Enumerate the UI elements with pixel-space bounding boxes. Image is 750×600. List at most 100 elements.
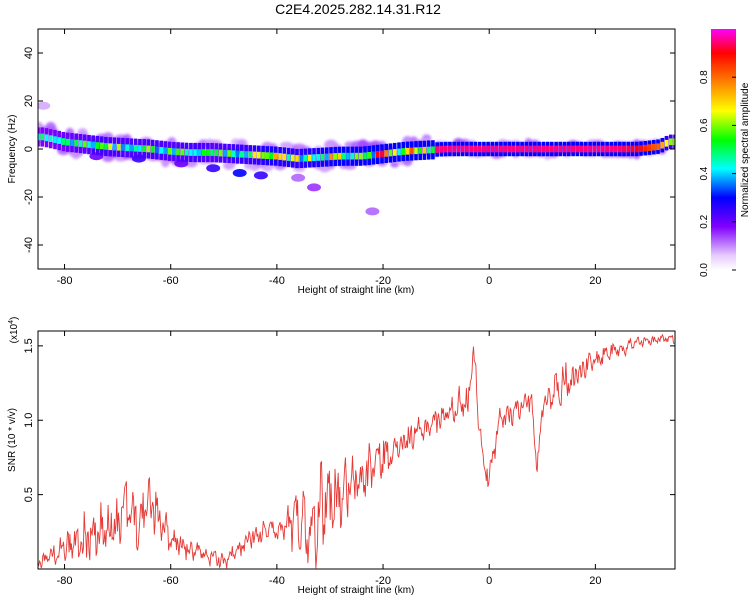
ridge-core <box>550 145 554 153</box>
ridge-core <box>367 152 371 159</box>
secondary-blob <box>307 183 321 192</box>
spectrogram-axes: -80 -60 -40 -20 0 20 -40 -20 0 20 40 <box>23 29 675 287</box>
ridge-core <box>639 145 643 152</box>
ridge-core <box>571 145 575 153</box>
ridge-core <box>541 145 546 153</box>
y-multiplier-label: (x104) <box>8 317 20 344</box>
colorbar: 0.0 0.2 0.4 0.6 0.8 Normalized spectral ampl… <box>699 29 750 277</box>
ridge-core <box>274 152 278 160</box>
ridge-core <box>197 149 202 156</box>
ridge-core <box>388 149 393 157</box>
ridge-core <box>448 145 452 153</box>
ridge-core <box>227 150 231 157</box>
ridge-core <box>490 145 495 153</box>
ridge-core <box>99 142 104 150</box>
ridge-core <box>503 145 507 153</box>
ridge-core <box>312 154 316 161</box>
ridge-core <box>673 138 675 146</box>
ridge-core <box>74 139 78 147</box>
ridge-core <box>596 145 601 153</box>
ridge-core <box>142 145 146 152</box>
ridge-core <box>278 153 282 160</box>
ridge-core <box>189 149 193 156</box>
ridge-core <box>146 145 151 153</box>
ridge-core <box>329 153 333 161</box>
ridge-core <box>392 149 397 156</box>
ridge-core <box>622 145 626 153</box>
ridge-core <box>371 151 376 159</box>
top-y-tick-label: -40 <box>23 237 35 253</box>
ridge-core <box>643 144 648 152</box>
ridge-core <box>210 149 214 156</box>
ridge-core <box>354 152 359 160</box>
ridge-core <box>601 145 605 153</box>
ridge-core <box>584 145 588 153</box>
ridge-core <box>116 143 121 151</box>
secondary-blob <box>253 171 268 180</box>
chart-title: C2E4.2025.282.14.31.R12 <box>275 1 441 17</box>
ridge-core <box>104 143 108 150</box>
ridge-core <box>558 145 563 153</box>
colorbar-tick-label: 0.6 <box>699 118 710 132</box>
ridge-core <box>358 152 363 160</box>
top-x-tick-label: -20 <box>375 275 391 287</box>
spectrogram-marks <box>38 101 675 216</box>
ridge-core <box>44 134 49 142</box>
top-y-tick-label: 0 <box>23 146 35 152</box>
ridge-core <box>252 151 257 159</box>
bottom-y-tick-label: 0.5 <box>23 487 35 502</box>
ridge-core <box>520 145 524 153</box>
ridge-core <box>218 149 223 157</box>
ridge-core <box>350 152 355 160</box>
secondary-blob <box>232 169 247 177</box>
colorbar-label: Normalized spectral amplitude <box>740 82 750 217</box>
halo-cell <box>377 140 387 147</box>
ridge-core <box>48 135 53 142</box>
ridge-core <box>507 145 512 153</box>
bottom-x-tick-label: 20 <box>589 575 601 587</box>
ridge-core <box>78 140 83 147</box>
ridge-core <box>65 138 70 146</box>
ridge-core <box>257 151 261 159</box>
ridge-core <box>652 143 656 151</box>
ridge-core <box>176 148 180 156</box>
ridge-core <box>261 152 265 159</box>
ridge-core <box>422 146 427 154</box>
ridge-core <box>545 145 550 153</box>
bottom-x-axis-label: Height of straight line (km) <box>298 585 415 596</box>
ridge-core <box>223 149 227 157</box>
halo-cell <box>223 161 236 170</box>
bottom-x-tick-label: 0 <box>486 575 492 587</box>
ridge-core <box>664 139 669 147</box>
top-y-tick-label: 20 <box>23 95 35 107</box>
ridge-core <box>405 147 410 155</box>
ridge-core <box>269 152 274 160</box>
ridge-core <box>291 154 295 162</box>
top-y-axis-label: Frequency (Hz) <box>7 115 18 184</box>
ridge-core <box>308 154 312 162</box>
ridge-core <box>452 145 456 153</box>
ridge-core <box>265 152 270 159</box>
secondary-blob <box>206 164 221 173</box>
top-x-axis-label: Height of straight line (km) <box>298 285 415 296</box>
bottom-x-tick-label: -80 <box>57 575 73 587</box>
bottom-y-tick-label: 1.5 <box>23 338 35 353</box>
ridge-core <box>630 145 635 153</box>
ridge-core <box>70 139 74 146</box>
bottom-y-axis-label: SNR (10 * v/v) <box>7 408 18 472</box>
ridge-core <box>613 145 618 153</box>
colorbar-tick-label: 0.0 <box>699 263 710 277</box>
top-y-tick-label: 40 <box>23 47 35 59</box>
snr-marks <box>38 333 675 569</box>
bottom-x-tick-label: -60 <box>163 575 179 587</box>
ridge-core <box>286 154 291 161</box>
ridge-core <box>669 138 673 146</box>
ridge-core <box>240 150 244 158</box>
bottom-x-tick-label: -20 <box>375 575 391 587</box>
ridge-core <box>244 151 248 158</box>
ridge-core <box>579 145 584 153</box>
top-x-tick-label: 20 <box>589 275 601 287</box>
ridge-core <box>426 146 431 154</box>
ridge-core <box>397 148 401 156</box>
ridge-core <box>150 146 155 153</box>
